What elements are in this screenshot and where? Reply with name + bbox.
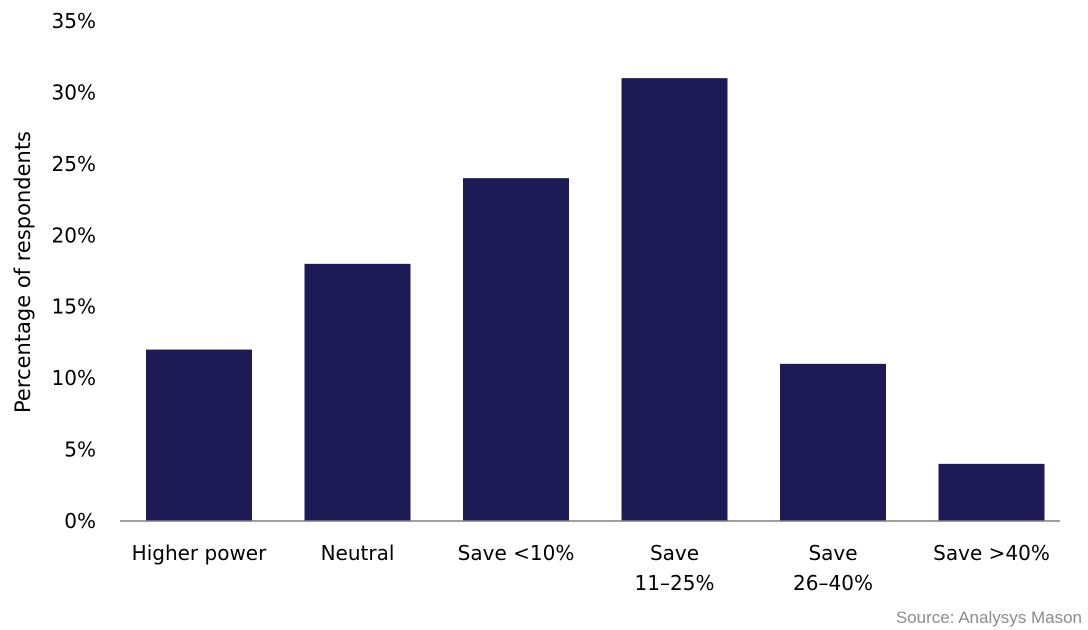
- x-tick-label: Save <10%: [458, 541, 575, 565]
- y-tick-label: 25%: [52, 152, 96, 176]
- bar: [621, 78, 728, 522]
- y-tick-label: 10%: [52, 366, 96, 390]
- y-tick-label: 5%: [64, 438, 96, 462]
- y-tick-label: 35%: [52, 9, 96, 33]
- y-tick-label: 15%: [52, 295, 96, 319]
- y-tick-labels: 0% 5% 10% 15% 20% 25% 30% 35%: [52, 9, 96, 533]
- source-note: Source: Analysys Mason: [896, 608, 1082, 627]
- y-tick-label: 30%: [52, 80, 96, 104]
- x-tick-label: Save 11–25%: [635, 541, 715, 595]
- y-axis-label: Percentage of respondents: [11, 131, 35, 413]
- bars: [146, 78, 1045, 522]
- x-tick-label: Save >40%: [933, 541, 1050, 565]
- bar: [463, 178, 569, 521]
- x-tick-label: Neutral: [321, 541, 395, 565]
- y-tick-label: 0%: [64, 509, 96, 533]
- x-tick-labels: Higher power Neutral Save <10% Save 11–25% Sa…: [132, 541, 1050, 595]
- bar: [938, 463, 1045, 521]
- x-tick-label: Save 26–40%: [793, 541, 873, 595]
- y-tick-label: 20%: [52, 223, 96, 247]
- bar: [146, 349, 252, 521]
- bar: [780, 363, 886, 521]
- x-tick-label: Higher power: [132, 541, 267, 565]
- bar: [304, 263, 411, 521]
